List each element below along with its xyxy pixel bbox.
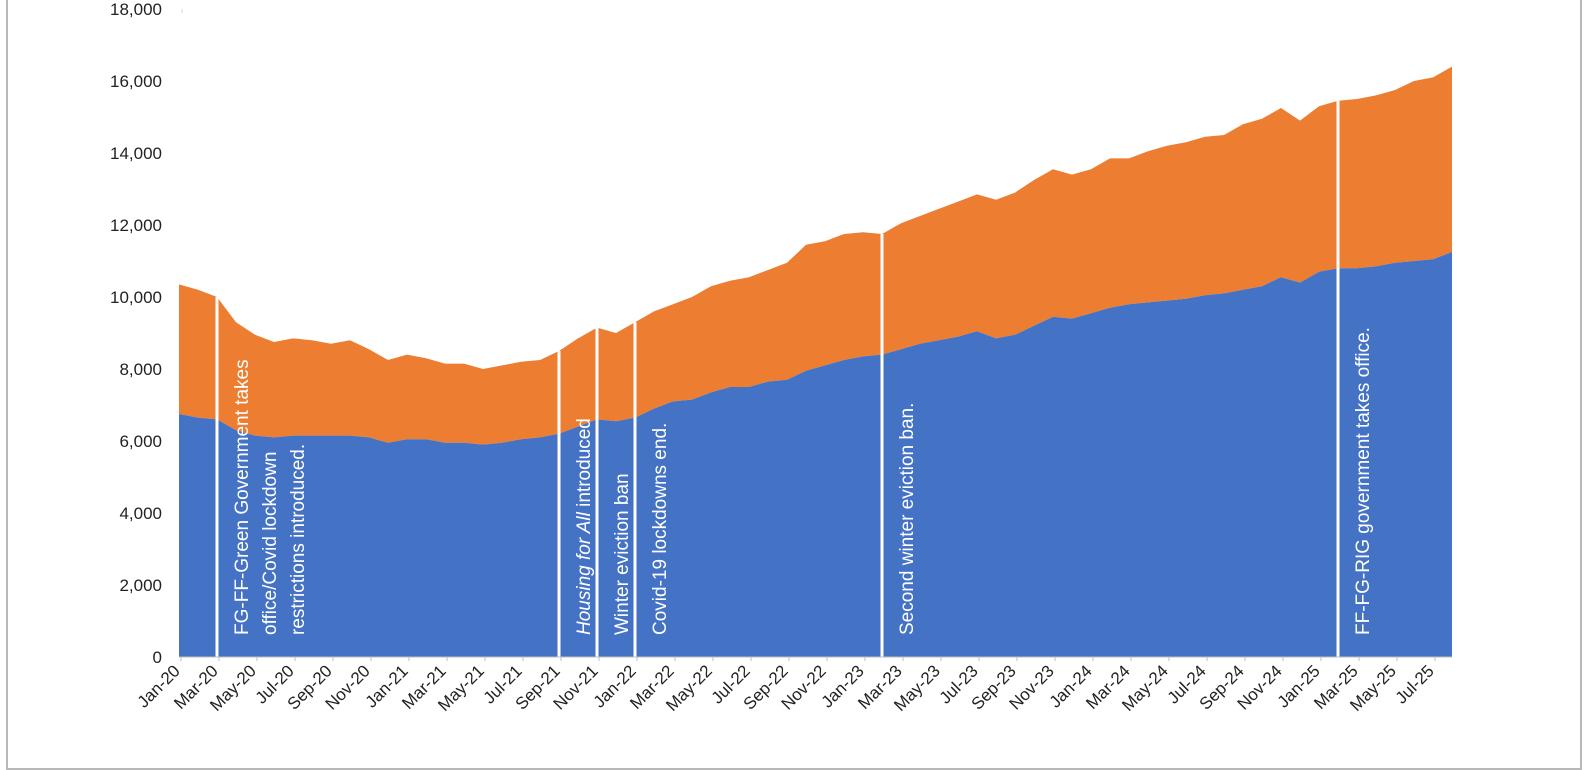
y-tick-label: 6,000 — [119, 432, 162, 451]
y-tick-label: 18,000 — [110, 0, 162, 19]
event-label: FF-FG-RIG government takes office. — [1353, 327, 1374, 635]
x-tick-label: Jul-25 — [1392, 661, 1438, 707]
y-tick-label: 8,000 — [119, 360, 162, 379]
y-tick-label: 14,000 — [110, 144, 162, 163]
y-tick-label: 4,000 — [119, 504, 162, 523]
y-tick-label: 16,000 — [110, 72, 162, 91]
series-area-upper — [179, 66, 1452, 445]
y-tick-label: 12,000 — [110, 216, 162, 235]
event-label: Housing for All introduced — [574, 418, 595, 635]
event-label: office/Covid lockdown — [260, 452, 281, 635]
stacked-area-chart: FG-FF-Green Government takes office/Covid… — [110, 0, 1452, 715]
event-labels-layer: FG-FF-Green Government takes office/Covid… — [232, 327, 1374, 635]
event-label: restrictions introduced. — [288, 444, 309, 635]
event-label: Covid-19 lockdowns end. — [650, 423, 671, 635]
y-axis: 0 2,000 4,000 6,000 8,000 10,000 12,000 14,000 1… — [110, 0, 183, 667]
series-area-lower — [179, 252, 1452, 657]
x-axis: Jan-20Mar-20May-20Jul-20Sep-20Nov-20Jan-… — [134, 656, 1452, 715]
event-label: Second winter eviction ban. — [897, 403, 918, 635]
event-label: FG-FF-Green Government takes — [232, 359, 253, 635]
event-lines-layer — [215, 100, 1340, 657]
y-tick-label: 2,000 — [119, 576, 162, 595]
y-tick-label: 10,000 — [110, 288, 162, 307]
area-layer — [179, 66, 1452, 657]
event-label: Winter eviction ban — [612, 473, 633, 635]
y-tick-label: 0 — [153, 648, 162, 667]
